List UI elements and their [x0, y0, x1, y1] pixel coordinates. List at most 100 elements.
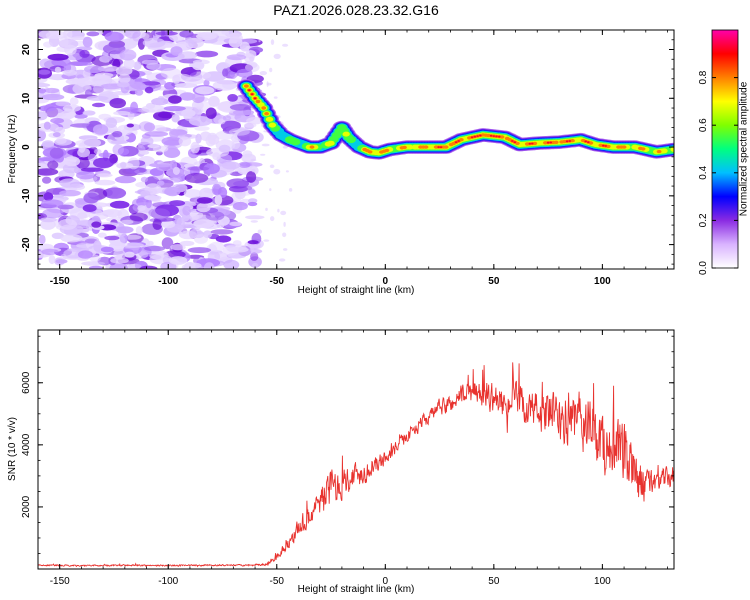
ridge-mark: [244, 84, 249, 88]
y-tick-label: 0: [21, 144, 32, 150]
noise-blob: [140, 176, 148, 183]
noise-blob: [178, 136, 192, 147]
spectrogram-x-ticks: -150 -100 -50 0 50 100: [50, 30, 668, 287]
ridge-mark: [498, 135, 501, 138]
noise-blob: [205, 107, 217, 119]
noise-blob: [227, 246, 249, 253]
colorbar-tick-label: 0.2: [698, 213, 709, 227]
noise-blob: [183, 189, 203, 199]
noise-blob: [188, 39, 195, 48]
ridge-mark: [513, 141, 517, 144]
noise-blob: [92, 124, 109, 135]
snr-series-line: [38, 362, 674, 568]
ridge-mark: [367, 150, 373, 154]
noise-blob: [137, 205, 146, 212]
noise-blob: [238, 161, 251, 168]
snr-y-label: SNR (10 * v/v): [7, 417, 18, 481]
ridge-mark: [570, 139, 575, 143]
noise-blob: [245, 50, 257, 59]
x-tick-label: -150: [50, 576, 70, 587]
noise-blob: [43, 121, 51, 130]
noise-blob: [222, 68, 229, 77]
noise-blob: [41, 248, 59, 256]
noise-blob: [283, 221, 286, 227]
noise-blob: [205, 211, 225, 221]
noise-blob: [212, 80, 237, 91]
ridge-mark: [248, 89, 251, 92]
noise-blob: [59, 36, 69, 48]
noise-blob: [38, 129, 46, 142]
noise-blob: [280, 210, 287, 216]
noise-blob: [50, 117, 64, 124]
noise-blob: [102, 43, 126, 55]
noise-blob: [168, 256, 188, 265]
noise-blob: [60, 234, 83, 243]
noise-blob: [104, 235, 120, 241]
noise-blob: [99, 55, 113, 63]
noise-blob: [120, 161, 127, 169]
noise-blob: [269, 188, 272, 192]
noise-blob: [195, 133, 202, 144]
noise-blob: [65, 78, 86, 85]
noise-blob: [152, 219, 163, 230]
ridge-mark: [454, 141, 458, 144]
ridge-mark: [342, 131, 350, 137]
noise-blob: [155, 31, 178, 36]
ridge-mark: [489, 134, 493, 137]
noise-blob: [169, 128, 180, 139]
noise-blob: [247, 201, 258, 207]
noise-blob: [109, 98, 126, 109]
ridge-mark: [511, 140, 514, 142]
noise-blob: [128, 263, 142, 269]
noise-blob: [109, 200, 130, 209]
noise-blob: [38, 111, 48, 121]
noise-blob: [258, 39, 261, 43]
y-tick-label: 20: [21, 44, 32, 56]
noise-blob: [42, 176, 52, 184]
noise-blob: [250, 158, 257, 162]
noise-blob: [40, 217, 57, 223]
ridge-mark: [621, 145, 627, 149]
spectrogram-ridge-layer: [236, 79, 674, 160]
noise-blob: [147, 143, 160, 149]
ridge-mark: [604, 145, 608, 147]
ridge-mark: [402, 145, 407, 150]
ridge-mark: [384, 148, 390, 153]
noise-blob: [129, 212, 148, 222]
ridge-mark: [261, 106, 267, 110]
snr-background: [38, 330, 674, 569]
noise-blob: [164, 186, 181, 197]
y-tick-label: -20: [21, 237, 32, 252]
x-tick-label: -50: [270, 576, 285, 587]
ridge-mark: [473, 135, 477, 138]
colorbar-tick-label: 0.4: [698, 165, 709, 179]
noise-blob: [139, 150, 150, 155]
ridge-mark: [515, 141, 520, 146]
colorbar-gradient: [712, 30, 738, 268]
noise-blob: [165, 145, 179, 156]
ridge-mark: [660, 148, 668, 154]
noise-blob: [93, 149, 102, 155]
noise-blob: [251, 168, 256, 173]
noise-blob: [178, 51, 198, 60]
ridge-mark: [253, 97, 257, 100]
noise-blob: [48, 254, 56, 265]
noise-blob: [251, 262, 259, 269]
noise-blob: [93, 157, 114, 169]
noise-blob: [91, 221, 102, 228]
noise-blob: [137, 38, 146, 50]
noise-blob: [227, 71, 235, 79]
noise-blob: [92, 102, 106, 108]
noise-blob: [250, 252, 259, 261]
noise-blob: [39, 234, 46, 245]
noise-blob: [196, 197, 213, 204]
noise-blob: [161, 220, 176, 229]
noise-blob: [97, 232, 107, 238]
noise-blob: [169, 200, 186, 207]
ridge-mark: [549, 141, 553, 144]
noise-blob: [38, 157, 57, 162]
noise-blob: [196, 32, 217, 41]
ridge-mark: [437, 146, 440, 149]
x-tick-label: 100: [594, 576, 611, 587]
noise-blob: [77, 147, 90, 158]
